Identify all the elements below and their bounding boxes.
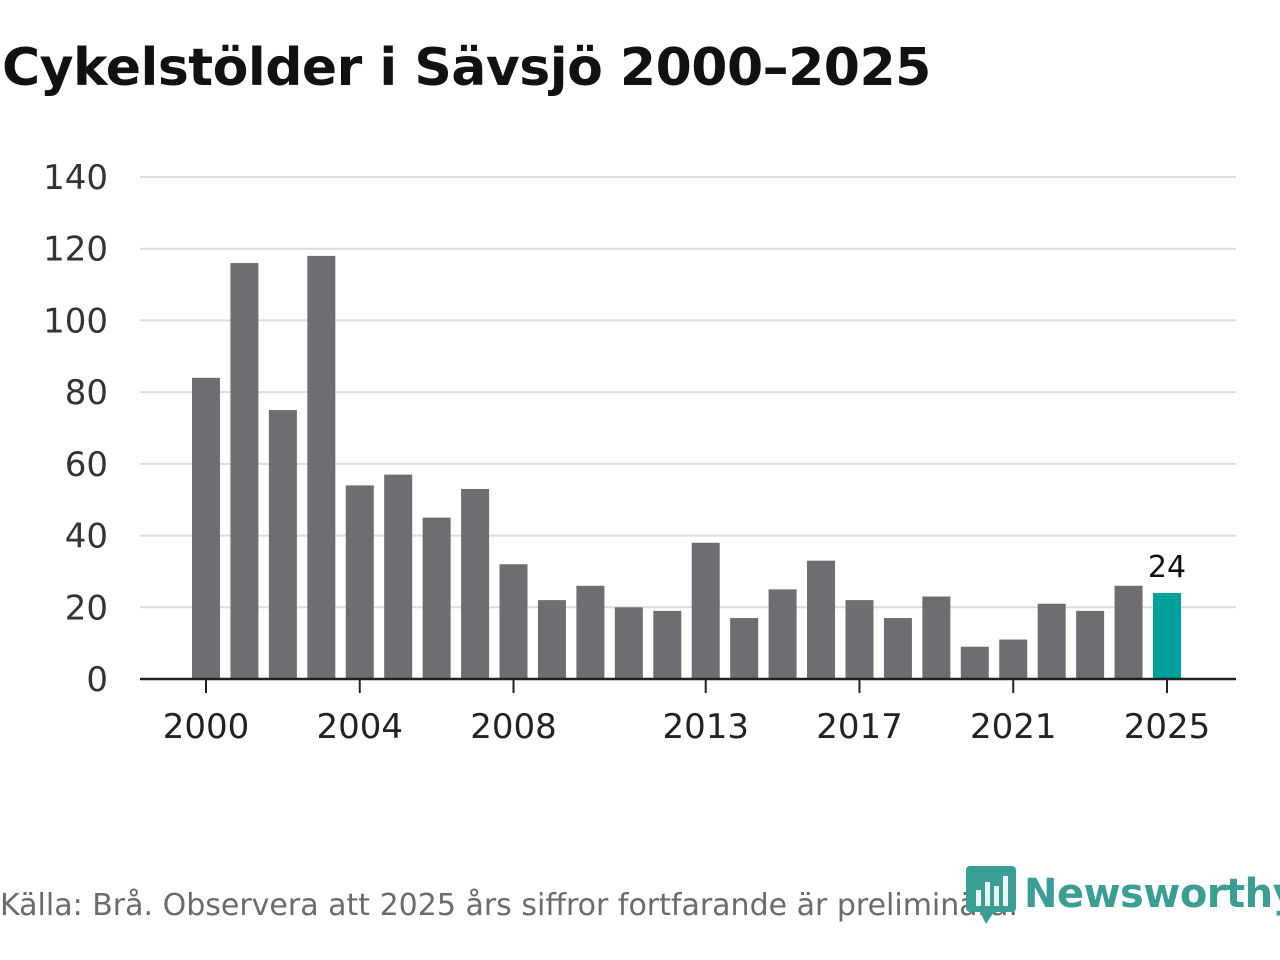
y-tick-label-40: 40: [65, 517, 108, 557]
newsworthy-logo-icon: [966, 866, 1016, 924]
bar-2021: [999, 639, 1028, 679]
chart-title: Cykelstölder i Sävsjö 2000–2025: [2, 38, 931, 98]
bar-2004: [345, 485, 374, 679]
y-tick-label-140: 140: [43, 158, 108, 198]
y-tick-label-120: 120: [43, 230, 108, 270]
y-tick-label-100: 100: [43, 301, 108, 341]
bar-2005: [384, 474, 413, 679]
x-tick-label-2013: 2013: [662, 707, 749, 740]
data-label-2025: 24: [1148, 550, 1186, 585]
x-tick-label-2004: 2004: [316, 707, 403, 740]
bar-2016: [807, 560, 836, 679]
bar-2006: [422, 517, 451, 679]
bar-2015: [768, 589, 797, 679]
gridlines: [140, 176, 1236, 609]
labels: 0 20 40 60 80 100 120 140 2000 2004 2008 2013 2017 20…: [43, 158, 1210, 740]
x-tick-label-2000: 2000: [163, 707, 250, 740]
bar-chart: 0 20 40 60 80 100 120 140 2000 2004 2008 2013 2017 20…: [43, 158, 1236, 740]
bar-2017: [845, 600, 874, 679]
bar-2011: [614, 607, 643, 679]
bar-2008: [499, 564, 528, 679]
axes: [140, 677, 1236, 693]
bar-2024: [1114, 585, 1143, 679]
bar-2023: [1076, 610, 1105, 679]
bar-2013: [691, 542, 720, 679]
y-tick-label-60: 60: [65, 445, 108, 485]
bar-2020: [960, 646, 989, 679]
brand-logo[interactable]: Newsworthy: [966, 864, 1280, 924]
x-tick-label-2008: 2008: [470, 707, 557, 740]
y-tick-label-20: 20: [65, 588, 108, 628]
bar-2009: [537, 600, 566, 679]
source-note: Källa: Brå. Observera att 2025 års siffr…: [0, 888, 1018, 923]
x-tick-label-2021: 2021: [970, 707, 1057, 740]
bar-2001: [230, 263, 259, 679]
bar-2002: [268, 410, 297, 679]
bar-2019: [922, 596, 951, 679]
y-tick-label-0: 0: [86, 660, 108, 700]
x-tick-label-2017: 2017: [816, 707, 903, 740]
bar-2012: [653, 610, 682, 679]
bar-2003: [307, 255, 336, 679]
bar-2018: [883, 618, 912, 679]
bar-2000: [192, 377, 220, 679]
x-tick-label-2025: 2025: [1124, 707, 1211, 740]
brand-name: Newsworthy: [1024, 871, 1280, 917]
bar-2025: [1153, 592, 1181, 679]
bar-2014: [730, 618, 759, 679]
y-tick-label-80: 80: [65, 373, 108, 413]
bars: [192, 255, 1181, 679]
bar-2010: [576, 585, 605, 679]
bar-2007: [461, 488, 490, 679]
bar-2022: [1037, 603, 1066, 679]
